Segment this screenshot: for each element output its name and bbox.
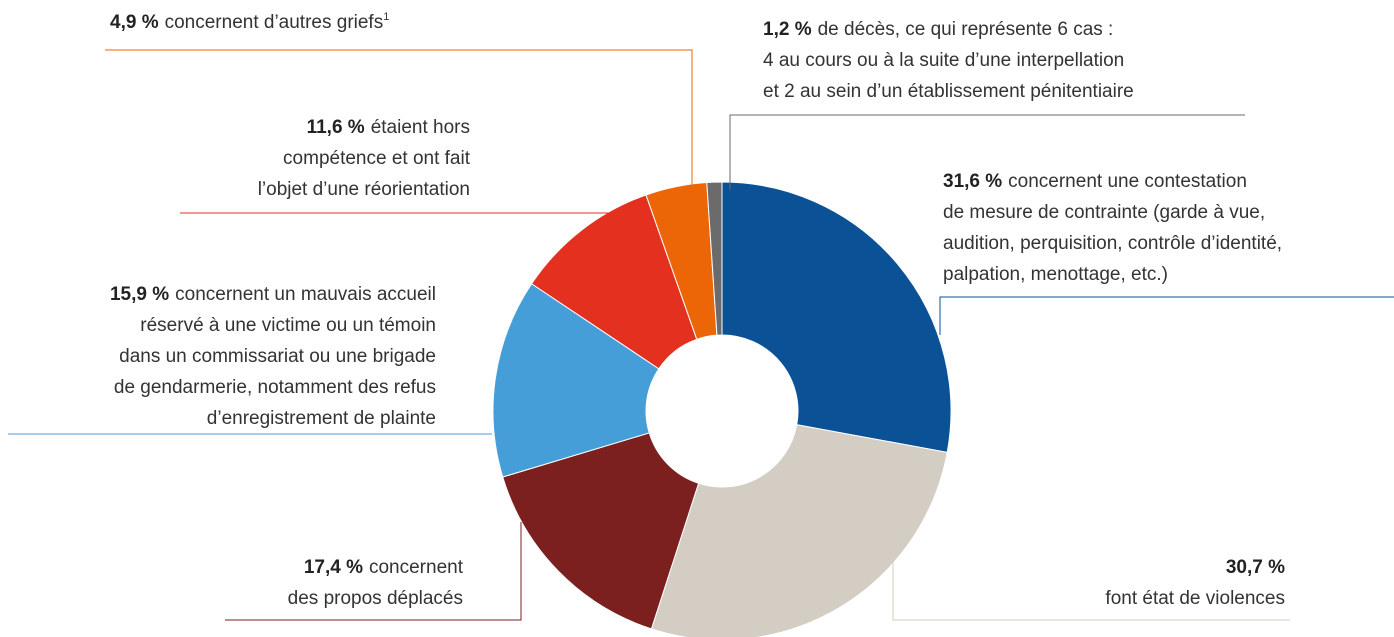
label-text: des propos déplacés xyxy=(288,588,463,609)
slice-label: 11,6 % étaient hors xyxy=(307,117,470,138)
label-text: compétence et ont fait xyxy=(283,148,471,169)
label-text: réservé à une victime ou un témoin xyxy=(140,315,436,336)
label-text: l’objet d’une réorientation xyxy=(258,179,470,200)
label-text: dans un commissariat ou une brigade xyxy=(119,346,436,367)
value-label: 30,7 % xyxy=(1226,557,1285,578)
label-text: de mesure de contrainte (garde à vue, xyxy=(943,202,1265,223)
leader-line xyxy=(180,212,621,300)
label-text: et 2 au sein d’un établissement pénitent… xyxy=(763,81,1134,102)
slice-label: 1,2 % de décès, ce qui représente 6 cas : xyxy=(763,19,1113,40)
slice-label: 31,6 % concernent une contestation xyxy=(943,171,1247,192)
leader-line xyxy=(892,560,1290,621)
value-label: 15,9 % xyxy=(110,284,169,305)
label-text: palpation, menottage, etc.) xyxy=(943,264,1168,285)
label-text: étaient hors xyxy=(371,117,470,138)
leader-line xyxy=(105,49,693,190)
slice-label: 4,9 % concernent d’autres griefs1 xyxy=(110,11,389,33)
value-label: 1,2 % xyxy=(763,19,812,40)
value-label: 11,6 % xyxy=(307,117,365,138)
slice-label: 30,7 % xyxy=(1226,557,1285,578)
donut-slice xyxy=(530,194,698,370)
label-text: audition, perquisition, contrôle d’ident… xyxy=(943,233,1282,254)
leader-line xyxy=(729,114,1245,190)
label-text: d’enregistrement de plainte xyxy=(207,408,436,429)
donut-slice xyxy=(650,424,948,637)
label-text: de décès, ce qui représente 6 cas : xyxy=(818,19,1114,40)
value-label: 17,4 % xyxy=(304,557,363,578)
label-text: 4 au cours ou à la suite d’une interpell… xyxy=(763,50,1124,71)
label-text: font état de violences xyxy=(1105,588,1285,609)
value-label: 4,9 % xyxy=(110,12,159,33)
footnote-ref: 1 xyxy=(383,11,389,23)
slice-label: 15,9 % concernent un mauvais accueil xyxy=(110,284,436,305)
label-text: concernent xyxy=(369,557,464,578)
label-text: concernent une contestation xyxy=(1008,171,1247,192)
donut-slice xyxy=(706,181,723,336)
donut-slice xyxy=(721,181,952,453)
label-text: de gendarmerie, notamment des refus xyxy=(114,377,436,398)
leader-line xyxy=(939,296,1394,335)
donut-slice xyxy=(492,283,660,478)
donut-slice xyxy=(502,432,700,630)
label-text: concernent d’autres griefs xyxy=(165,12,384,33)
slice-label: 17,4 % concernent xyxy=(304,557,464,578)
value-label: 31,6 % xyxy=(943,171,1002,192)
leader-line xyxy=(225,522,522,621)
label-text: concernent un mauvais accueil xyxy=(175,284,436,305)
